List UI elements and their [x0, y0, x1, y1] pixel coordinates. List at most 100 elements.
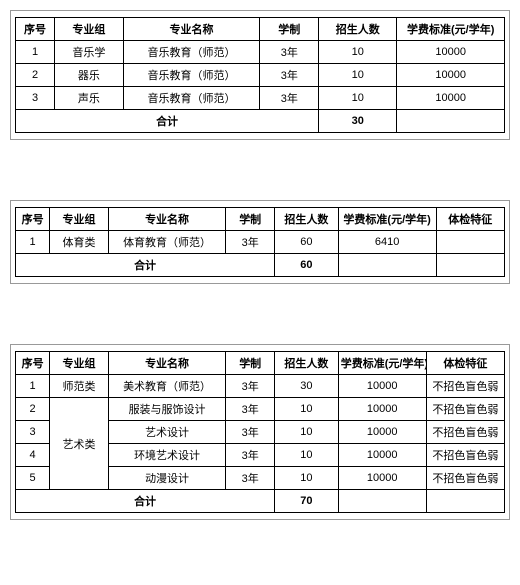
- table-row: 2器乐音乐教育（师范）3年1010000: [16, 64, 505, 87]
- col-header: 招生人数: [319, 18, 397, 41]
- table-cell: 艺术设计: [108, 421, 225, 444]
- sum-label: 合计: [16, 110, 319, 133]
- table-cell: 10000: [338, 467, 426, 490]
- col-header: 学费标准(元/学年): [338, 352, 426, 375]
- sum-label: 合计: [16, 490, 275, 513]
- table-block-2: 序号专业组专业名称学制招生人数学费标准(元/学年)体检特征1师范类美术教育（师范…: [10, 344, 510, 520]
- table-cell: 10000: [397, 64, 505, 87]
- table-cell: 3年: [226, 467, 275, 490]
- table-cell: 5: [16, 467, 50, 490]
- table-cell: 不招色盲色弱: [426, 444, 504, 467]
- col-header: 专业名称: [108, 208, 225, 231]
- sum-row: 合计60: [16, 254, 505, 277]
- table-cell: 10000: [338, 375, 426, 398]
- table-cell: 30: [275, 375, 339, 398]
- table-cell: 艺术类: [50, 398, 109, 490]
- table-cell: 2: [16, 398, 50, 421]
- table-cell: 3: [16, 421, 50, 444]
- table-cell: 10: [319, 87, 397, 110]
- sum-value: [338, 254, 436, 277]
- table-cell: 3年: [226, 398, 275, 421]
- sum-value: [397, 110, 505, 133]
- table-row: 3声乐音乐教育（师范）3年1010000: [16, 87, 505, 110]
- sum-value: [426, 490, 504, 513]
- table-cell: 环境艺术设计: [108, 444, 225, 467]
- table-cell: 1: [16, 41, 55, 64]
- table-cell: 美术教育（师范）: [108, 375, 225, 398]
- col-header: 学制: [226, 208, 275, 231]
- table-row: 1师范类美术教育（师范）3年3010000不招色盲色弱: [16, 375, 505, 398]
- col-header: 专业名称: [123, 18, 260, 41]
- table-cell: 3年: [260, 87, 319, 110]
- table-cell: 不招色盲色弱: [426, 421, 504, 444]
- sum-value: [436, 254, 505, 277]
- table-cell: 1: [16, 231, 50, 254]
- table-block-1: 序号专业组专业名称学制招生人数学费标准(元/学年)体检特征1体育类体育教育（师范…: [10, 200, 510, 284]
- table-cell: 4: [16, 444, 50, 467]
- table-cell: 不招色盲色弱: [426, 398, 504, 421]
- table-cell: 3年: [260, 64, 319, 87]
- table-cell: 10000: [338, 398, 426, 421]
- sum-value: 60: [275, 254, 339, 277]
- table-cell: 10000: [397, 87, 505, 110]
- table-row: 1体育类体育教育（师范）3年606410: [16, 231, 505, 254]
- col-header: 学制: [226, 352, 275, 375]
- col-header: 体检特征: [426, 352, 504, 375]
- table-cell: 60: [275, 231, 339, 254]
- table-cell: 不招色盲色弱: [426, 467, 504, 490]
- col-header: 专业组: [50, 208, 109, 231]
- table-cell: 服装与服饰设计: [108, 398, 225, 421]
- table-cell: 10: [319, 64, 397, 87]
- sum-row: 合计70: [16, 490, 505, 513]
- table-cell: 3年: [226, 231, 275, 254]
- col-header: 专业组: [50, 352, 109, 375]
- col-header: 招生人数: [275, 352, 339, 375]
- sum-label: 合计: [16, 254, 275, 277]
- table-cell: 音乐教育（师范）: [123, 87, 260, 110]
- table-cell: 3: [16, 87, 55, 110]
- table-cell: 不招色盲色弱: [426, 375, 504, 398]
- table-cell: 3年: [226, 444, 275, 467]
- table-cell: 6410: [338, 231, 436, 254]
- table-cell: 10: [275, 444, 339, 467]
- col-header: 序号: [16, 208, 50, 231]
- table-cell: 3年: [226, 421, 275, 444]
- col-header: 专业组: [55, 18, 123, 41]
- table-row: 2艺术类服装与服饰设计3年1010000不招色盲色弱: [16, 398, 505, 421]
- sum-row: 合计30: [16, 110, 505, 133]
- table-cell: [436, 231, 505, 254]
- table-cell: 10: [275, 421, 339, 444]
- col-header: 学制: [260, 18, 319, 41]
- table-cell: 体育教育（师范）: [108, 231, 225, 254]
- col-header: 序号: [16, 352, 50, 375]
- table-cell: 10: [275, 398, 339, 421]
- col-header: 专业名称: [108, 352, 225, 375]
- data-table: 序号专业组专业名称学制招生人数学费标准(元/学年)1音乐学音乐教育（师范）3年1…: [15, 17, 505, 133]
- col-header: 序号: [16, 18, 55, 41]
- data-table: 序号专业组专业名称学制招生人数学费标准(元/学年)体检特征1师范类美术教育（师范…: [15, 351, 505, 513]
- table-cell: 10000: [338, 444, 426, 467]
- table-cell: 10: [275, 467, 339, 490]
- table-cell: 体育类: [50, 231, 109, 254]
- table-cell: 音乐教育（师范）: [123, 41, 260, 64]
- table-cell: 10000: [397, 41, 505, 64]
- col-header: 学费标准(元/学年): [397, 18, 505, 41]
- table-cell: 10000: [338, 421, 426, 444]
- table-cell: 声乐: [55, 87, 123, 110]
- table-cell: 1: [16, 375, 50, 398]
- col-header: 体检特征: [436, 208, 505, 231]
- table-cell: 音乐教育（师范）: [123, 64, 260, 87]
- table-cell: 音乐学: [55, 41, 123, 64]
- table-row: 1音乐学音乐教育（师范）3年1010000: [16, 41, 505, 64]
- sum-value: [338, 490, 426, 513]
- table-cell: 10: [319, 41, 397, 64]
- table-cell: 器乐: [55, 64, 123, 87]
- col-header: 招生人数: [275, 208, 339, 231]
- data-table: 序号专业组专业名称学制招生人数学费标准(元/学年)体检特征1体育类体育教育（师范…: [15, 207, 505, 277]
- table-block-0: 序号专业组专业名称学制招生人数学费标准(元/学年)1音乐学音乐教育（师范）3年1…: [10, 10, 510, 140]
- sum-value: 30: [319, 110, 397, 133]
- table-cell: 3年: [226, 375, 275, 398]
- table-cell: 师范类: [50, 375, 109, 398]
- table-cell: 3年: [260, 41, 319, 64]
- col-header: 学费标准(元/学年): [338, 208, 436, 231]
